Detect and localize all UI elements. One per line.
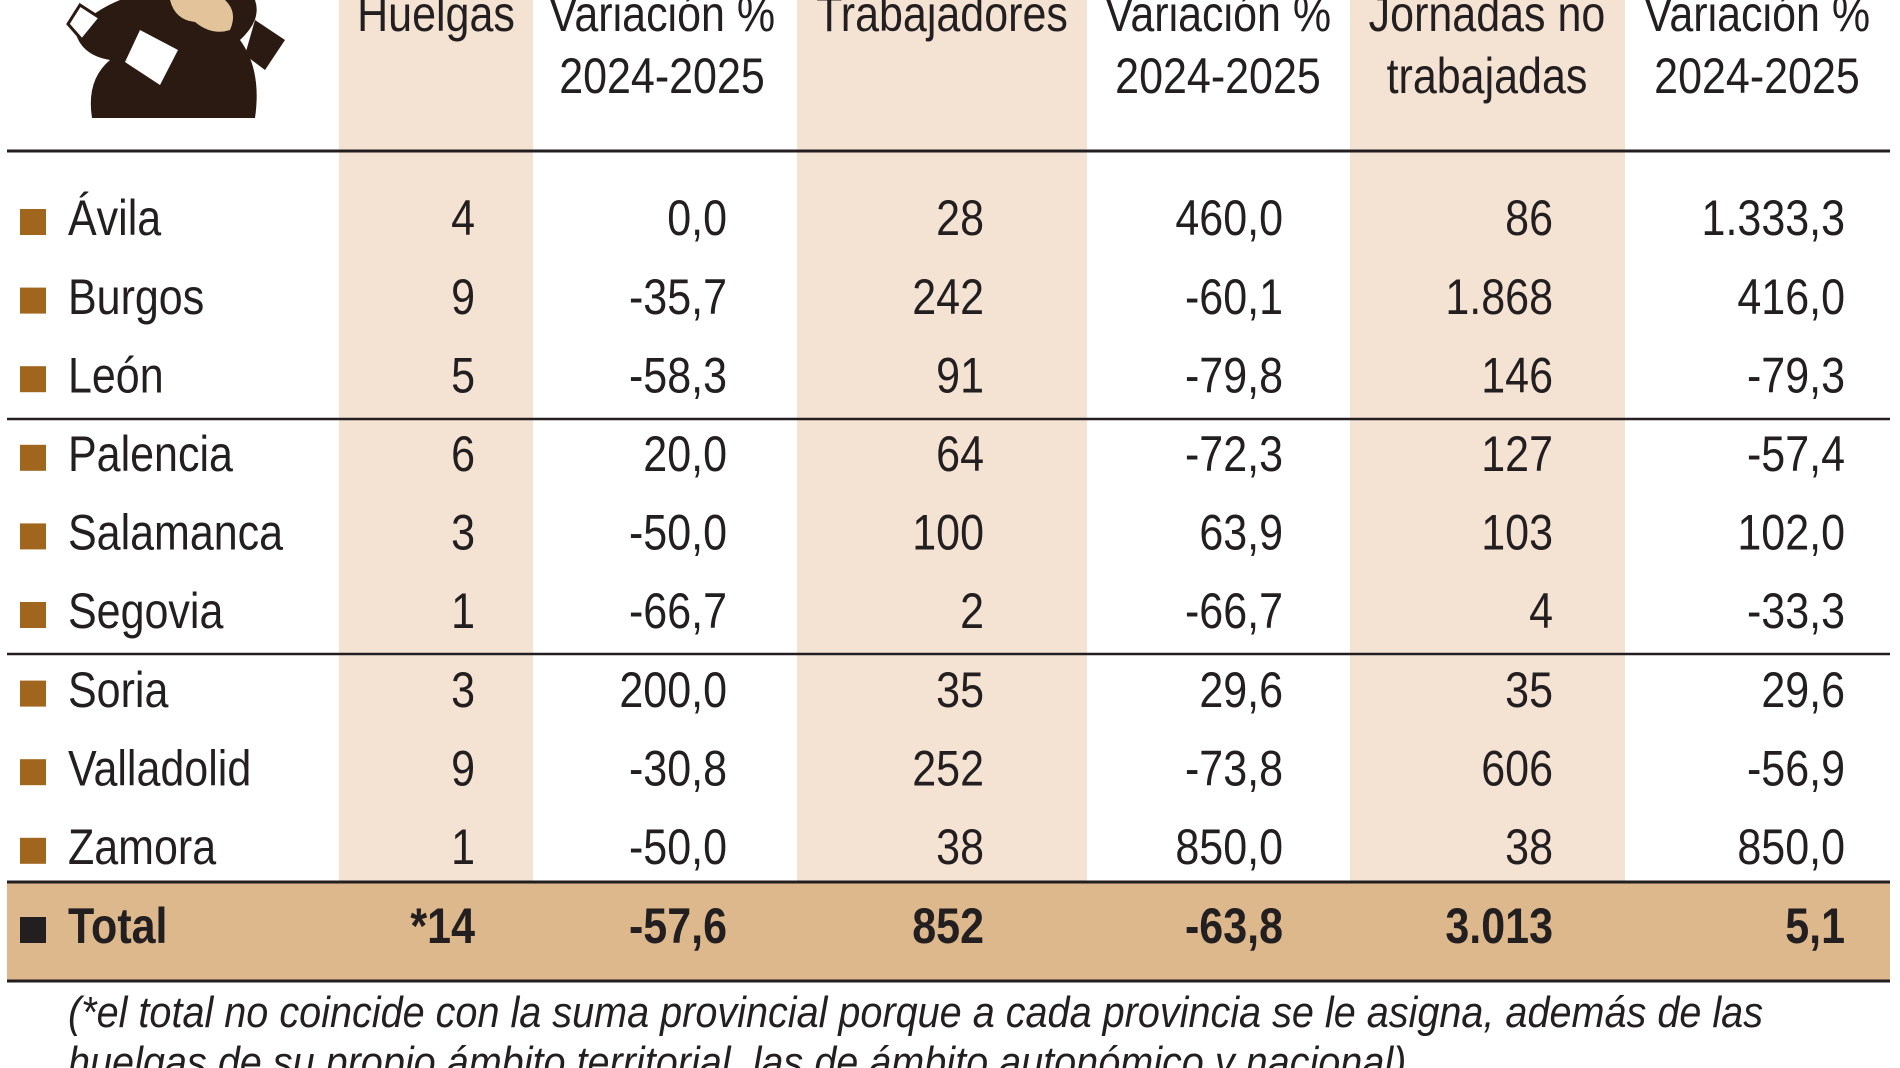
row-marker (20, 366, 46, 393)
cell-value: 1.868 (1445, 269, 1553, 325)
column-header: 2024-2025 (1654, 48, 1860, 104)
column-header: Jornadas no (1369, 0, 1606, 42)
cell-value: 6 (451, 426, 475, 482)
cell-value: 28 (936, 190, 984, 246)
column-header: 2024-2025 (1115, 48, 1321, 104)
cell-value: 416,0 (1737, 269, 1845, 325)
column-header: Variación % (1644, 0, 1870, 42)
cell-value: -58,3 (629, 347, 727, 403)
cell-value: 1 (451, 819, 475, 875)
cell-value: -60,1 (1185, 269, 1283, 325)
cell-value: -57,6 (629, 898, 727, 954)
cell-value: 102,0 (1737, 505, 1845, 561)
cell-value: 606 (1481, 740, 1553, 796)
cell-value: 35 (936, 662, 984, 718)
row-label: Ávila (68, 190, 161, 246)
column-band (1350, 0, 1625, 882)
row-marker (20, 602, 46, 628)
column-header: Huelgas (357, 0, 515, 42)
column-band (797, 0, 1087, 882)
cell-value: 4 (1529, 583, 1553, 639)
row-label: Palencia (68, 426, 233, 482)
cell-value: 29,6 (1199, 662, 1283, 718)
cell-value: 38 (1505, 819, 1553, 875)
row-label: Salamanca (68, 505, 283, 561)
row-label: Burgos (68, 269, 204, 325)
cell-value: -35,7 (629, 269, 727, 325)
cell-value: -50,0 (629, 819, 727, 875)
row-label: Valladolid (68, 740, 251, 796)
cell-value: 63,9 (1199, 505, 1283, 561)
cell-value: 1.333,3 (1702, 190, 1845, 246)
column-header: Variación % (1105, 0, 1331, 42)
row-marker (20, 917, 46, 943)
cell-value: 29,6 (1761, 662, 1845, 718)
row-label: Segovia (68, 583, 223, 639)
cell-value: 5,1 (1785, 898, 1845, 954)
row-label: León (68, 347, 164, 403)
cell-value: 852 (912, 898, 984, 954)
header-bands (339, 0, 1625, 882)
cell-value: 2 (960, 583, 984, 639)
cell-value: -66,7 (629, 583, 727, 639)
row-marker (20, 759, 46, 786)
cell-value: 850,0 (1737, 819, 1845, 875)
cell-value: -56,9 (1747, 740, 1845, 796)
cell-value: 5 (451, 347, 475, 403)
cell-value: *14 (410, 898, 475, 954)
cell-value: 242 (912, 269, 984, 325)
row-marker (20, 680, 46, 707)
cell-value: -57,4 (1747, 426, 1845, 482)
column-header: Trabajadores (816, 0, 1068, 42)
column-header: trabajadas (1387, 48, 1588, 104)
cell-value: 103 (1481, 505, 1553, 561)
row-marker (20, 287, 46, 314)
cell-value: 64 (936, 426, 984, 482)
row-marker (20, 523, 46, 550)
row-label: Zamora (68, 819, 216, 875)
column-header: 2024-2025 (559, 48, 765, 104)
logo-icon (66, 0, 285, 118)
row-label: Total (68, 898, 168, 954)
row-marker (20, 444, 46, 471)
cell-value: 9 (451, 740, 475, 796)
row-marker (20, 837, 46, 864)
cell-value: -63,8 (1185, 898, 1283, 954)
cell-value: -72,3 (1185, 426, 1283, 482)
cell-value: -73,8 (1185, 740, 1283, 796)
cell-value: 91 (936, 347, 984, 403)
cell-value: 86 (1505, 190, 1553, 246)
column-band (339, 0, 533, 882)
cell-value: 4 (451, 190, 475, 246)
cell-value: -50,0 (629, 505, 727, 561)
cell-value: -79,8 (1185, 347, 1283, 403)
cell-value: -66,7 (1185, 583, 1283, 639)
column-header: Variación % (549, 0, 775, 42)
footnote: (*el total no coincide con la suma provi… (68, 988, 1763, 1068)
cell-value: 127 (1481, 426, 1553, 482)
cell-value: 38 (936, 819, 984, 875)
cell-value: 100 (912, 505, 984, 561)
cell-value: 0,0 (667, 190, 727, 246)
cell-value: -33,3 (1747, 583, 1845, 639)
cell-value: 9 (451, 269, 475, 325)
cell-value: 3 (451, 662, 475, 718)
cell-value: 460,0 (1175, 190, 1283, 246)
row-label: Soria (68, 662, 168, 718)
total-band (7, 882, 1890, 981)
cell-value: 3 (451, 505, 475, 561)
cell-value: 35 (1505, 662, 1553, 718)
cell-value: 252 (912, 740, 984, 796)
row-marker (20, 209, 46, 235)
cell-value: -79,3 (1747, 347, 1845, 403)
cell-value: 200,0 (619, 662, 727, 718)
cell-value: 3.013 (1445, 898, 1553, 954)
cell-value: 850,0 (1175, 819, 1283, 875)
cell-value: 1 (451, 583, 475, 639)
cell-value: -30,8 (629, 740, 727, 796)
cell-value: 20,0 (643, 426, 727, 482)
cell-value: 146 (1481, 347, 1553, 403)
